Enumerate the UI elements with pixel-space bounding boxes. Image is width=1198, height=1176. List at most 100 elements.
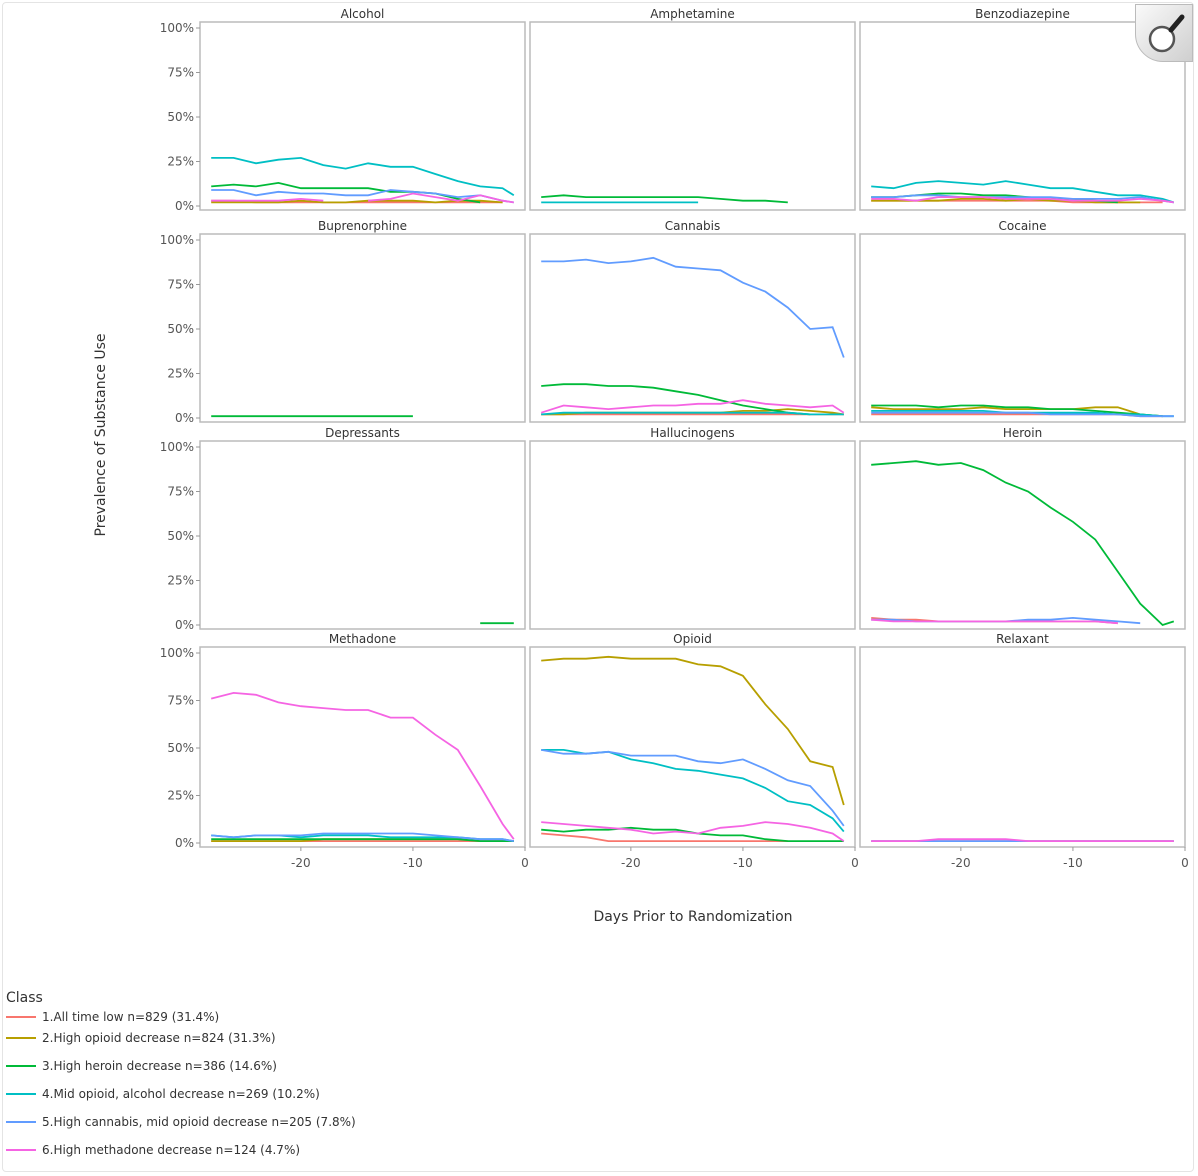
y-tick-label: 25% bbox=[167, 574, 194, 588]
y-tick-label: 75% bbox=[167, 278, 194, 292]
x-tick-label: 0 bbox=[521, 856, 529, 870]
facet-chart: Alcohol 0% 25% 50% 75% 100% Amphetamine Benzodi… bbox=[93, 7, 1189, 925]
series-line-class-6 bbox=[871, 838, 1174, 842]
series-line-class-3 bbox=[541, 383, 811, 416]
series-line-class-4 bbox=[541, 411, 844, 416]
panel-cocaine bbox=[859, 233, 1186, 423]
y-tick-label: 0% bbox=[175, 411, 194, 425]
y-tick-label: 25% bbox=[167, 155, 194, 169]
legend-label: 4.Mid opioid, alcohol decrease n=269 (10… bbox=[42, 1087, 320, 1101]
x-tick-label: -10 bbox=[403, 856, 423, 870]
y-tick-label: 25% bbox=[167, 367, 194, 381]
y-tick-label: 75% bbox=[167, 694, 194, 708]
panel-benzodiazepine bbox=[859, 21, 1186, 211]
legend-swatch bbox=[6, 1149, 36, 1151]
legend-label: 2.High opioid decrease n=824 (31.3%) bbox=[42, 1031, 276, 1045]
series-line-class-5 bbox=[541, 749, 845, 827]
x-tick-label: -20 bbox=[291, 856, 311, 870]
panel-relaxant bbox=[859, 646, 1186, 848]
y-tick-label: 100% bbox=[160, 440, 194, 454]
y-tick-label: 50% bbox=[167, 529, 194, 543]
panel-title: Depressants bbox=[325, 426, 400, 440]
x-tick-label: -10 bbox=[1063, 856, 1083, 870]
x-tick-label: -20 bbox=[951, 856, 971, 870]
x-axis-label: Days Prior to Randomization bbox=[593, 909, 792, 925]
x-tick-label: -10 bbox=[733, 856, 753, 870]
panel-title: Heroin bbox=[1003, 426, 1042, 440]
magnifier-icon[interactable] bbox=[1135, 4, 1193, 62]
series-line-class-6 bbox=[540, 399, 845, 414]
panel-amphetamine bbox=[529, 21, 856, 211]
panel-methadone bbox=[199, 646, 526, 848]
legend-label: 1.All time low n=829 (31.4%) bbox=[42, 1010, 220, 1024]
series-line-class-3 bbox=[871, 404, 1163, 418]
legend-item: 6.High methadone decrease n=124 (4.7%) bbox=[6, 1136, 356, 1164]
series-line-class-5 bbox=[211, 832, 514, 842]
legend: Class 1.All time low n=829 (31.4%) 2.High… bbox=[6, 990, 356, 1164]
y-tick-label: 50% bbox=[167, 110, 194, 124]
x-tick-label: -20 bbox=[621, 856, 641, 870]
legend-item: 2.High opioid decrease n=824 (31.3%) bbox=[6, 1024, 356, 1052]
panel-title: Cocaine bbox=[999, 219, 1047, 233]
series-line-class-6 bbox=[211, 192, 514, 204]
y-tick-label: 0% bbox=[175, 618, 194, 632]
panel-title: Alcohol bbox=[341, 7, 385, 21]
panel-cannabis bbox=[529, 233, 856, 423]
series-line-class-3 bbox=[871, 460, 1175, 627]
panel-title: Relaxant bbox=[996, 632, 1049, 646]
panel-depressants bbox=[199, 440, 526, 630]
legend-swatch bbox=[6, 1037, 36, 1039]
legend-swatch bbox=[6, 1016, 36, 1018]
panel-title: Amphetamine bbox=[650, 7, 735, 21]
series-line-class-6 bbox=[871, 196, 1174, 204]
panel-opioid bbox=[529, 646, 856, 848]
series-line-class-1 bbox=[541, 832, 788, 842]
series-line-class-5 bbox=[871, 411, 1174, 418]
series-line-class-4 bbox=[871, 180, 1175, 204]
y-tick-label: 0% bbox=[175, 836, 194, 850]
series-line-class-4 bbox=[211, 156, 515, 197]
series-line-class-5 bbox=[541, 256, 845, 358]
legend-swatch bbox=[6, 1093, 36, 1095]
panel-title: Opioid bbox=[673, 632, 712, 646]
series-line-class-6 bbox=[210, 691, 515, 840]
series-line-class-5 bbox=[871, 194, 1174, 204]
y-tick-label: 50% bbox=[167, 741, 194, 755]
y-tick-label: 50% bbox=[167, 322, 194, 336]
legend-item: 1.All time low n=829 (31.4%) bbox=[6, 1010, 356, 1024]
y-tick-label: 75% bbox=[167, 66, 194, 80]
panel-title: Benzodiazepine bbox=[975, 7, 1070, 21]
legend-swatch bbox=[6, 1121, 36, 1123]
series-line-class-3 bbox=[211, 838, 514, 842]
series-line-class-5 bbox=[211, 189, 514, 204]
series-line-class-2 bbox=[541, 655, 845, 806]
panel-alcohol bbox=[199, 21, 526, 211]
legend-label: 5.High cannabis, mid opioid decrease n=2… bbox=[42, 1115, 356, 1129]
y-tick-label: 75% bbox=[167, 485, 194, 499]
panel-title: Hallucinogens bbox=[650, 426, 734, 440]
y-tick-label: 100% bbox=[160, 233, 194, 247]
legend-label: 6.High methadone decrease n=124 (4.7%) bbox=[42, 1143, 301, 1157]
panel-hallucinogens bbox=[529, 440, 856, 630]
panel-title: Methadone bbox=[329, 632, 396, 646]
legend-item: 5.High cannabis, mid opioid decrease n=2… bbox=[6, 1108, 356, 1136]
y-tick-label: 25% bbox=[167, 789, 194, 803]
y-tick-label: 100% bbox=[160, 21, 194, 35]
legend-label: 3.High heroin decrease n=386 (14.6%) bbox=[42, 1059, 277, 1073]
legend-item: 3.High heroin decrease n=386 (14.6%) bbox=[6, 1052, 356, 1080]
legend-item: 4.Mid opioid, alcohol decrease n=269 (10… bbox=[6, 1080, 356, 1108]
panel-buprenorphine bbox=[199, 233, 526, 423]
legend-title: Class bbox=[6, 990, 43, 1006]
series-line-class-3 bbox=[541, 194, 788, 204]
panel-heroin bbox=[859, 440, 1186, 630]
series-line-class-6 bbox=[541, 821, 845, 842]
series-line-class-6 bbox=[871, 618, 1118, 625]
y-tick-label: 100% bbox=[160, 646, 194, 660]
x-tick-label: 0 bbox=[1181, 856, 1189, 870]
x-tick-label: 0 bbox=[851, 856, 859, 870]
y-tick-label: 0% bbox=[175, 199, 194, 213]
legend-swatch bbox=[6, 1065, 36, 1067]
panel-title: Cannabis bbox=[665, 219, 721, 233]
